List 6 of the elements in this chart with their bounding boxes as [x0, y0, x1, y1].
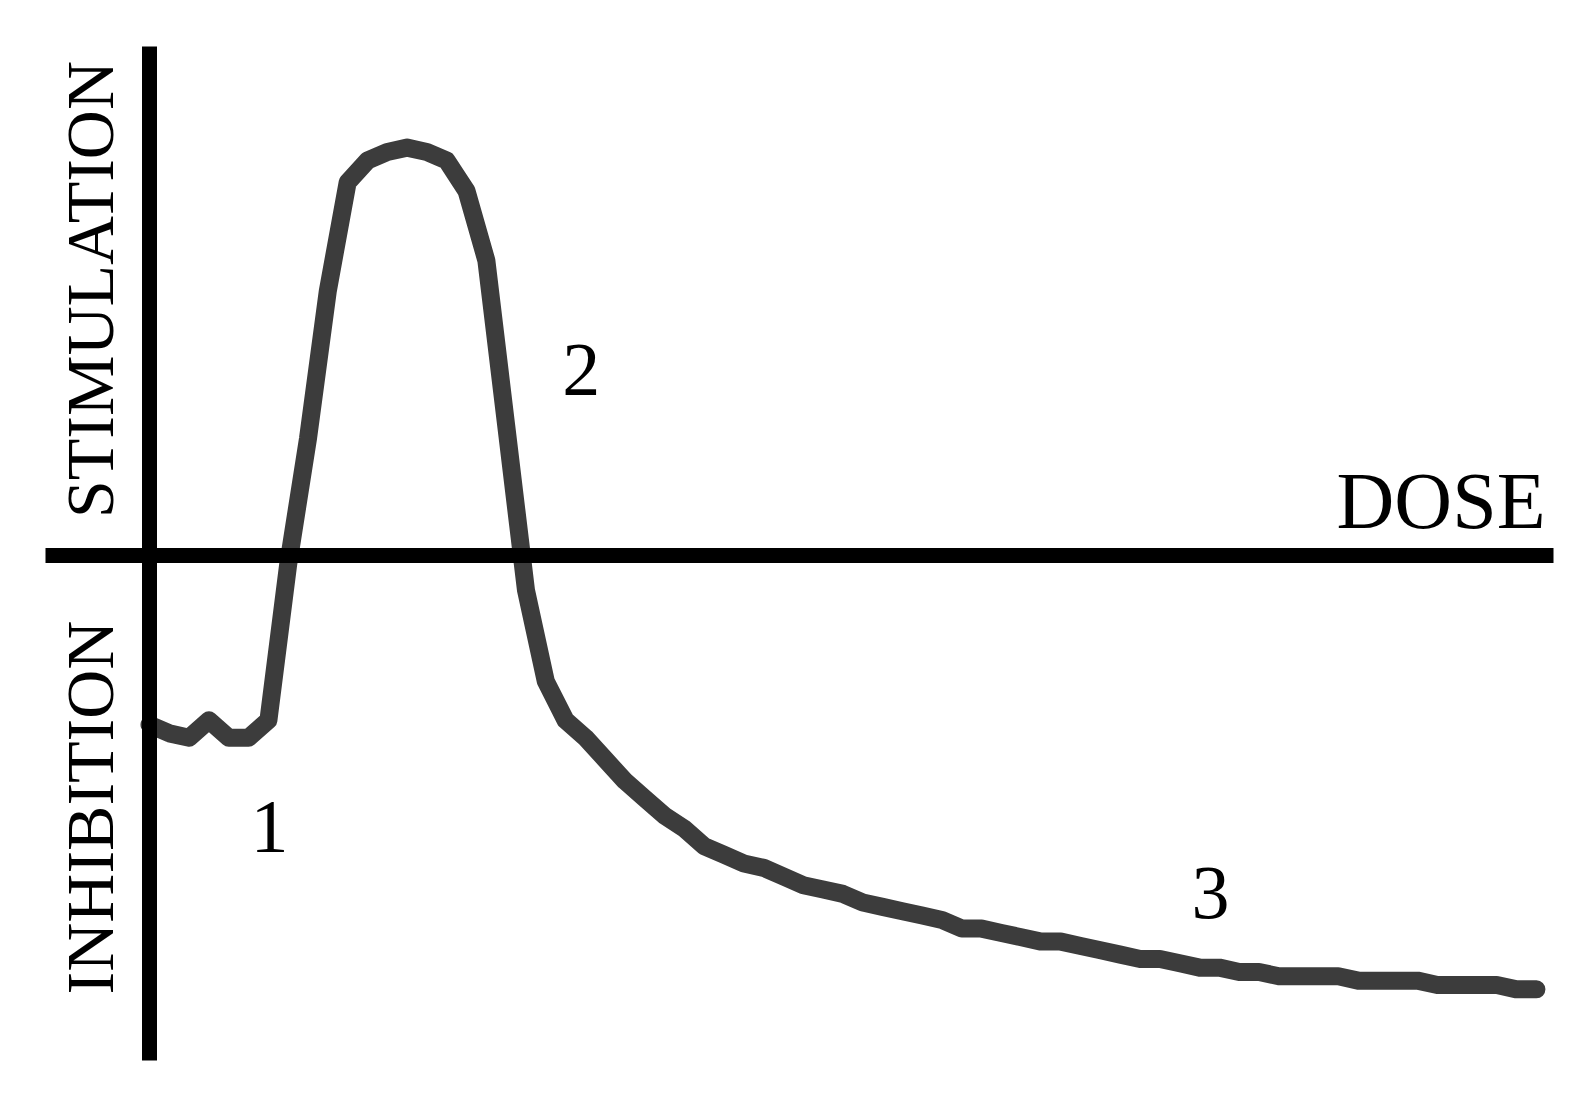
annotation: 1 — [250, 784, 289, 869]
annotation: 3 — [1191, 850, 1230, 935]
text: INHIBITION — [51, 620, 128, 995]
text: STIMULATION — [51, 60, 128, 518]
x-axis-title: DOSE — [1336, 457, 1546, 546]
annotation: 2 — [562, 327, 601, 412]
